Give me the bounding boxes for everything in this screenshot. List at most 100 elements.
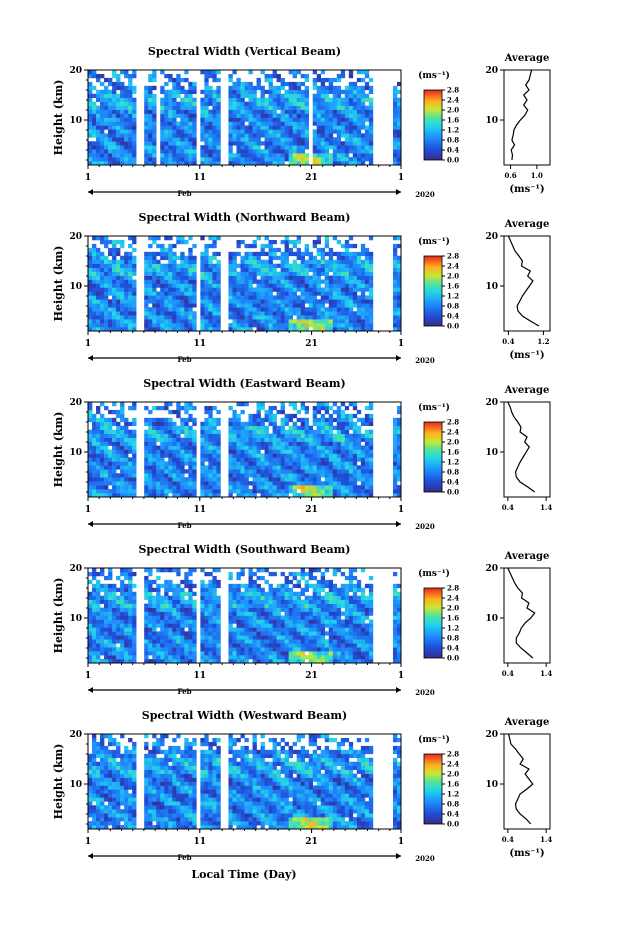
heatmap-cell — [356, 437, 362, 442]
heatmap-cell — [236, 413, 241, 419]
heatmap-cell — [124, 161, 129, 166]
heatmap-cell — [96, 283, 101, 288]
heatmap-cell — [312, 413, 318, 419]
heatmap-cell — [172, 97, 177, 102]
heatmap-cell — [120, 93, 125, 99]
heatmap-cell — [300, 287, 305, 292]
heatmap-cell — [292, 149, 297, 154]
heatmap-cell — [104, 659, 109, 664]
heatmap-cell — [144, 659, 149, 664]
heatmap-cell — [132, 651, 137, 656]
heatmap-cell — [256, 465, 261, 470]
heatmap-cell — [304, 493, 309, 498]
heatmap-cell — [332, 141, 338, 146]
heatmap-cell — [348, 303, 354, 308]
heatmap-cell — [268, 161, 273, 166]
heatmap-cell — [188, 433, 193, 438]
heatmap-cell — [244, 137, 249, 142]
heatmap-cell — [112, 275, 117, 280]
heatmap-cell — [132, 473, 137, 478]
heatmap-cell — [264, 449, 269, 454]
heatmap-cell — [312, 647, 318, 652]
heatmap-cell — [368, 279, 374, 284]
heatmap-cell — [264, 113, 269, 118]
heatmap-cell — [272, 73, 277, 79]
y-axis-label: Height (km) — [52, 80, 65, 156]
heatmap-cell — [252, 429, 257, 434]
heatmap-cell — [232, 81, 237, 87]
heatmap-cell — [280, 493, 285, 498]
heatmap-cell — [348, 287, 354, 292]
heatmap-cell — [312, 323, 318, 328]
heatmap-cell — [260, 469, 265, 474]
heatmap-cell — [332, 473, 338, 478]
heatmap-cell — [324, 651, 330, 656]
heatmap-cell — [156, 461, 161, 466]
heatmap-cell — [144, 109, 149, 114]
heatmap-cell — [232, 323, 237, 328]
heatmap-cell — [172, 291, 177, 296]
heatmap-cell — [188, 402, 193, 407]
heatmap-cell — [340, 97, 346, 102]
heatmap-cell — [248, 149, 253, 154]
heatmap-cell — [96, 647, 101, 652]
heatmap-cell — [332, 319, 338, 324]
heatmap-cell — [124, 97, 129, 102]
heatmap-cell — [368, 89, 374, 95]
heatmap-cell — [332, 291, 338, 296]
heatmap-cell — [368, 311, 374, 316]
heatmap-cell — [156, 251, 161, 257]
heatmap-cell — [368, 489, 374, 494]
heatmap-cell — [260, 461, 265, 466]
heatmap-cell — [104, 643, 109, 648]
colorbar-tick-label: 2.4 — [447, 262, 459, 271]
heatmap-cell — [228, 149, 233, 154]
heatmap-cell — [100, 315, 105, 320]
heatmap-cell — [148, 461, 153, 466]
heatmap-cell — [284, 121, 289, 126]
heatmap-cell — [272, 89, 277, 95]
heatmap-cell — [336, 255, 342, 261]
heatmap-cell — [316, 433, 322, 438]
heatmap-cell — [324, 239, 330, 245]
heatmap-cell — [328, 473, 334, 478]
heatmap-cell — [272, 425, 277, 431]
heatmap-cell — [360, 651, 366, 656]
heatmap-cell — [240, 81, 245, 87]
heatmap-cell — [336, 643, 342, 648]
heatmap-cell — [208, 469, 213, 474]
heatmap-cell — [320, 413, 326, 419]
heatmap-cell — [260, 141, 265, 146]
heatmap-cell — [204, 445, 209, 450]
heatmap-cell — [116, 251, 121, 257]
heatmap-cell — [396, 303, 402, 308]
heatmap-cell — [96, 255, 101, 261]
heatmap-cell — [164, 651, 169, 656]
heatmap-cell — [392, 315, 398, 320]
heatmap-cell — [200, 421, 205, 427]
heatmap-cell — [268, 481, 273, 486]
heatmap-cell — [344, 445, 350, 450]
heatmap-cell — [336, 153, 342, 158]
heatmap-cell — [332, 659, 338, 664]
heatmap-cell — [120, 457, 125, 462]
heatmap-cell — [96, 303, 101, 308]
heatmap-cell — [212, 239, 217, 245]
heatmap-cell — [212, 125, 217, 130]
heatmap-cell — [264, 315, 269, 320]
heatmap-cell — [128, 89, 133, 95]
heatmap-cell — [280, 489, 285, 494]
heatmap-cell — [344, 129, 350, 134]
heatmap-cell — [340, 429, 346, 434]
heatmap-cell — [228, 303, 233, 308]
heatmap-cell — [180, 437, 185, 442]
heatmap-cell — [208, 631, 213, 636]
heatmap-cell — [308, 465, 314, 470]
heatmap-cell — [192, 89, 197, 95]
heatmap-cell — [268, 485, 273, 490]
heatmap-cell — [228, 145, 233, 150]
heatmap-cell — [104, 655, 109, 660]
heatmap-cell — [132, 247, 137, 253]
heatmap-cell — [252, 421, 257, 427]
heatmap-cell — [240, 635, 245, 640]
